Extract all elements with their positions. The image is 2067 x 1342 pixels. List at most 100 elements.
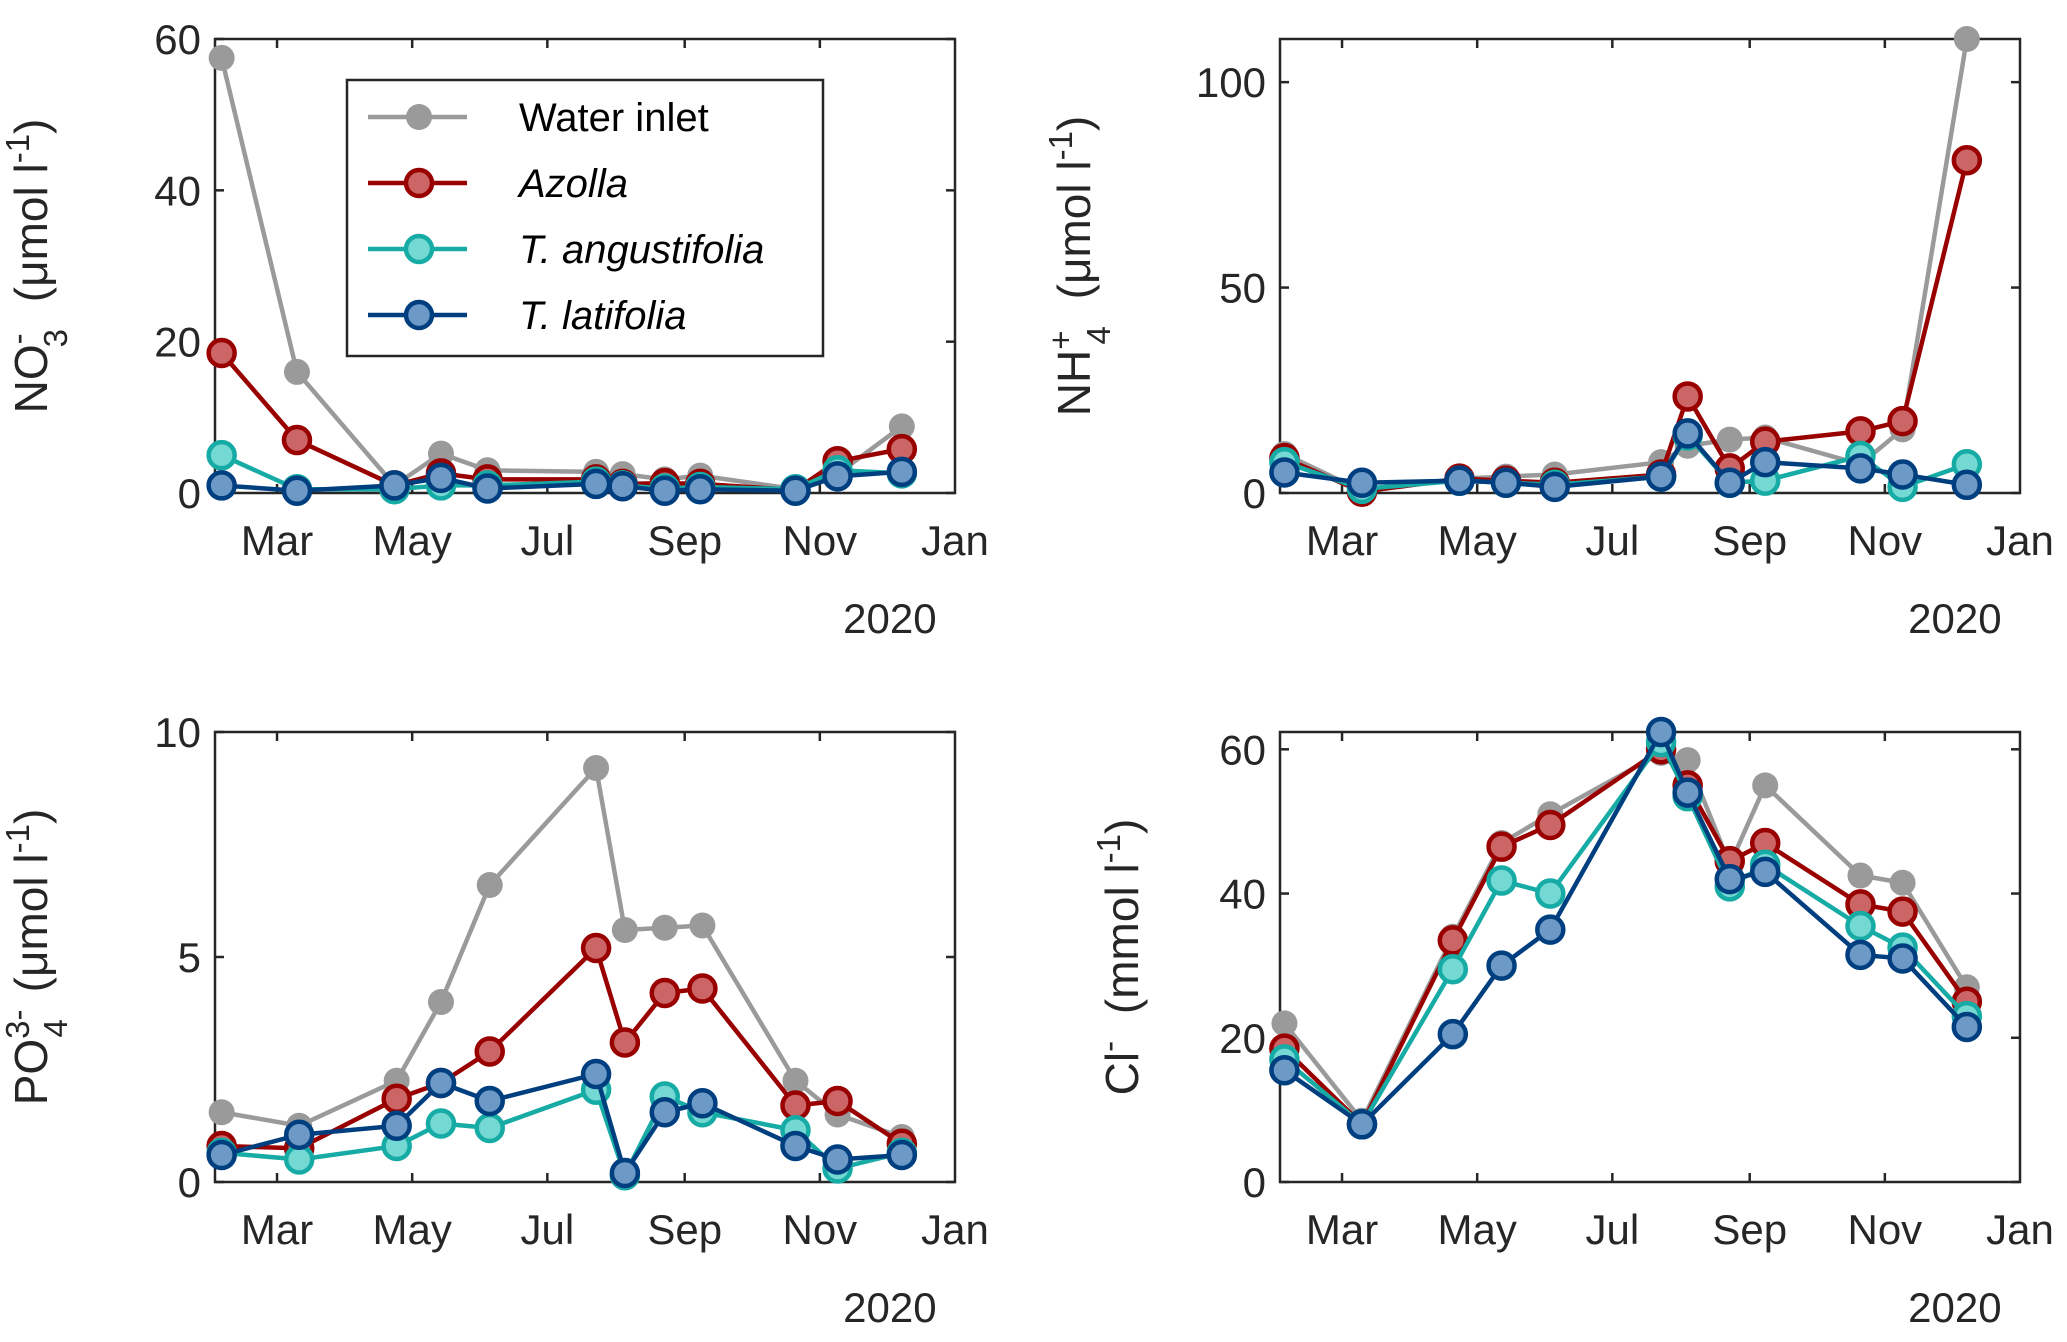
data-point: [1951, 144, 1983, 176]
data-point: [886, 456, 918, 488]
data-point: [1887, 896, 1918, 927]
series-t-latifolia: [206, 1058, 918, 1189]
data-point: [379, 470, 410, 501]
panel-nitrate: Mar May Jul Sep Nov Jan 2020 0 20 40 60 NO-3 (μmol …: [0, 16, 989, 642]
legend-label: Water inlet: [519, 96, 709, 140]
legend-label: T. latifolia: [519, 294, 687, 338]
x-tick-label: Jan: [1986, 517, 2054, 564]
data-point: [283, 1119, 315, 1150]
data-point: [206, 470, 237, 501]
data-point: [1645, 716, 1677, 748]
x-tick-label: Jan: [1986, 1206, 2054, 1253]
legend-marker: [403, 233, 435, 265]
data-point: [1953, 26, 1980, 52]
x-tick-label: Nov: [782, 1206, 857, 1253]
legend-marker: [403, 299, 435, 331]
y-axis-label: PO3-4 (μmol l-1): [0, 809, 74, 1106]
data-point: [1535, 809, 1566, 841]
x-tick-label: Sep: [647, 517, 722, 564]
data-point: [1490, 467, 1522, 498]
data-point: [1535, 878, 1566, 909]
data-point: [381, 1083, 412, 1114]
y-tick-label: 0: [1243, 470, 1266, 517]
data-point: [1749, 856, 1781, 888]
data-point: [782, 1067, 809, 1094]
data-point: [649, 475, 681, 506]
data-point: [206, 1139, 237, 1171]
data-point: [580, 932, 612, 964]
y-tick-label: 10: [154, 709, 201, 756]
data-point: [886, 1139, 918, 1171]
data-point: [611, 917, 638, 943]
data-point: [1672, 777, 1703, 808]
data-point: [425, 1108, 457, 1139]
data-point: [281, 475, 313, 506]
data-point: [381, 1110, 412, 1141]
data-point: [822, 461, 853, 492]
x-tick-label: Jan: [921, 1206, 989, 1253]
legend-entry: T. latifolia: [368, 294, 687, 338]
data-point: [1674, 747, 1701, 774]
data-point: [1752, 772, 1779, 799]
legend-label: T. angustifolia: [519, 228, 764, 272]
x-tick-label: Mar: [1306, 1206, 1378, 1253]
data-point: [206, 439, 237, 471]
data-point: [1847, 862, 1874, 889]
data-point: [1346, 1109, 1378, 1140]
panel-ammonium: Mar May Jul Sep Nov Jan 2020 0 50 100 NH+4 (μmol l…: [1042, 26, 2054, 642]
legend-entry: T. angustifolia: [368, 228, 764, 272]
x-tick-label: Jul: [1585, 517, 1639, 564]
legend-label: Azolla: [517, 162, 628, 206]
y-axis-label: NH+4 (μmol l-1): [1042, 116, 1117, 417]
panel-phosphate: Mar May Jul Sep Nov Jan 2020 0 5 10 PO3-4 (μmol l-…: [0, 709, 989, 1331]
data-point: [1716, 426, 1743, 453]
data-point: [1535, 914, 1566, 945]
data-point: [1951, 1011, 1983, 1043]
data-point: [780, 1090, 811, 1121]
x-tick-label: May: [373, 1206, 452, 1253]
data-point: [476, 872, 503, 898]
legend-marker: [403, 167, 435, 199]
data-point: [283, 358, 310, 385]
data-point: [474, 1112, 505, 1144]
data-point: [1269, 457, 1300, 488]
data-point: [1845, 910, 1876, 942]
data-point: [1486, 831, 1517, 862]
data-point: [208, 44, 235, 71]
data-point: [208, 1099, 235, 1126]
x-tick-label: Mar: [241, 1206, 313, 1253]
data-point: [822, 1085, 853, 1117]
series-t-angustifolia: [1269, 726, 1983, 1140]
x-year-label: 2020: [1908, 595, 2001, 642]
y-tick-label: 0: [1243, 1159, 1266, 1206]
series-t-latifolia: [1269, 418, 1983, 503]
panel-chloride: Mar May Jul Sep Nov Jan 2020 0 20 40 60 Cl- (mmol l…: [1090, 716, 2054, 1331]
data-point: [283, 1144, 315, 1175]
data-point: [425, 1067, 457, 1099]
legend-marker: [406, 104, 432, 130]
y-tick-label: 60: [1219, 726, 1266, 773]
data-point: [1271, 1010, 1298, 1037]
x-tick-label: Jul: [520, 517, 574, 564]
y-axis-label: Cl- (mmol l-1): [1090, 819, 1148, 1096]
x-tick-label: Jan: [921, 517, 989, 564]
data-point: [1437, 1018, 1469, 1050]
data-point: [1539, 471, 1570, 503]
data-point: [1269, 1054, 1300, 1086]
x-year-label: 2020: [843, 595, 936, 642]
x-tick-label: May: [373, 517, 452, 564]
series-t-latifolia: [1269, 716, 1983, 1140]
data-point: [649, 1097, 681, 1128]
data-point: [684, 473, 716, 505]
data-point: [687, 1088, 718, 1119]
data-point: [1672, 418, 1703, 449]
x-tick-label: May: [1438, 517, 1517, 564]
x-tick-label: Sep: [1712, 517, 1787, 564]
data-point: [425, 462, 457, 494]
data-point: [780, 475, 811, 506]
data-point: [649, 977, 681, 1009]
y-tick-label: 60: [154, 16, 201, 63]
data-point: [1951, 469, 1983, 501]
data-point: [1437, 925, 1469, 956]
y-tick-label: 5: [178, 934, 201, 981]
